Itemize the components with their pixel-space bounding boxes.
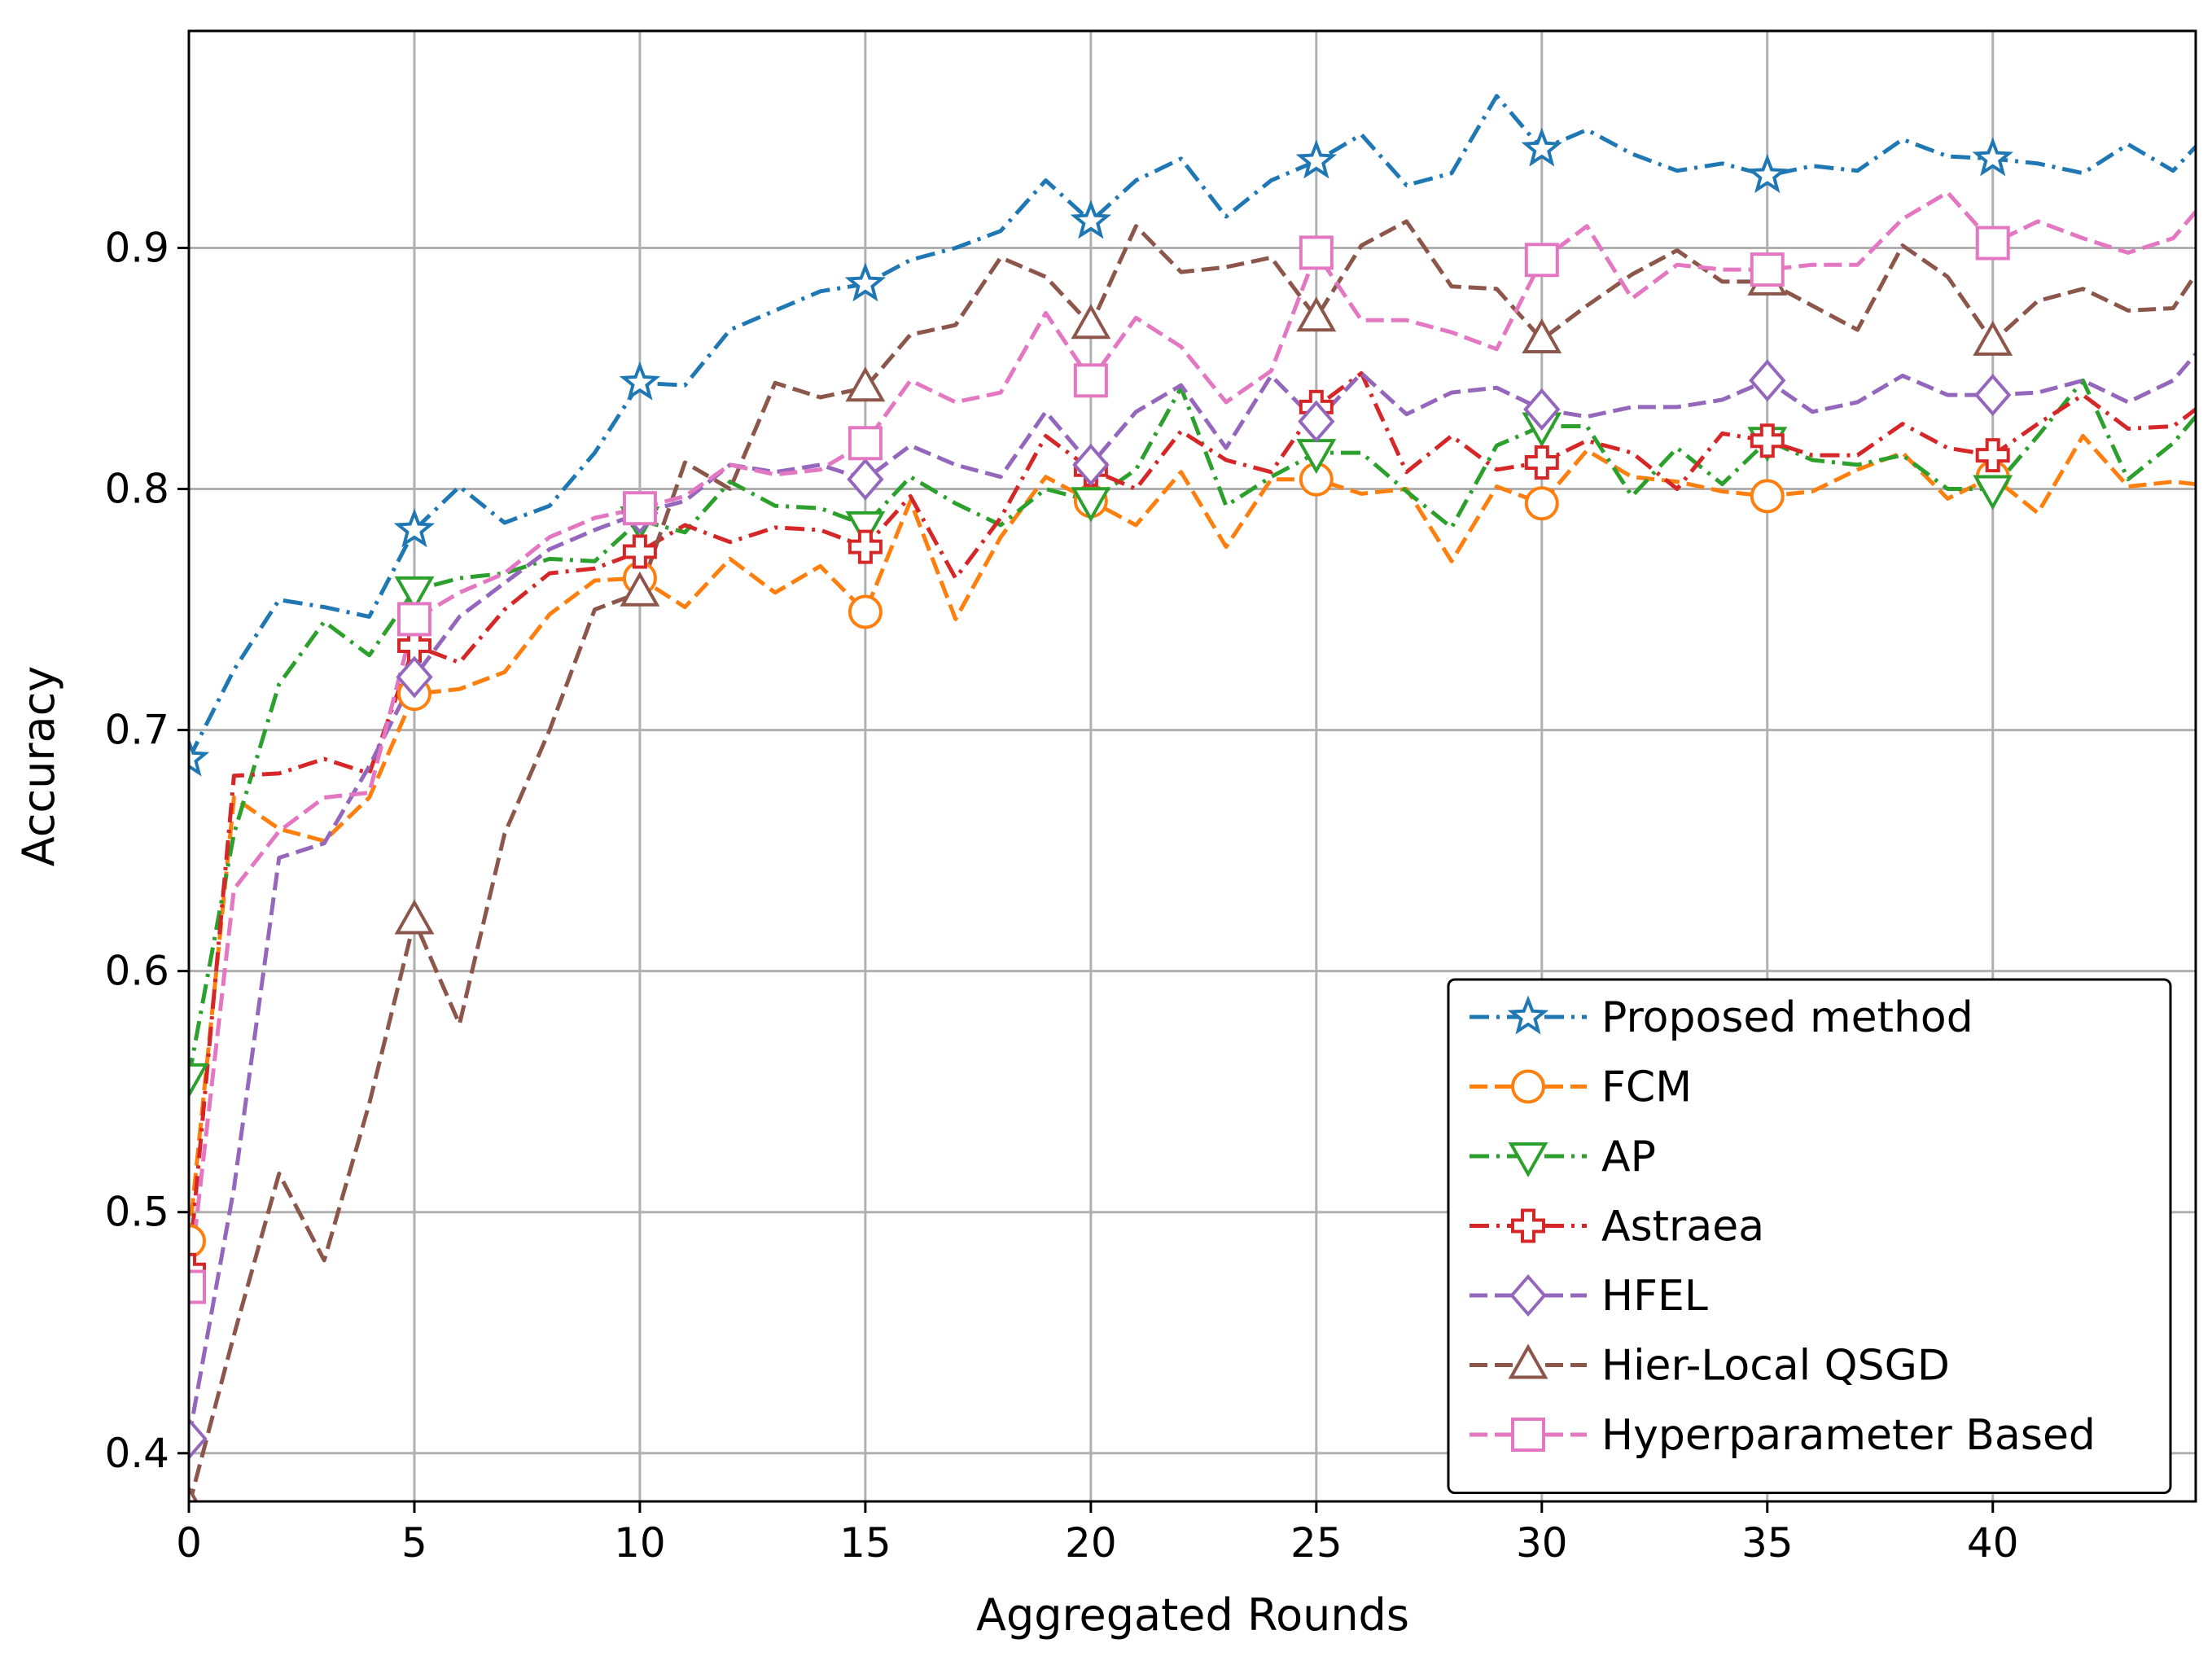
data-point-ap	[394, 576, 435, 611]
data-point-proposed-method	[619, 361, 661, 401]
series-line-hyperparameter-based	[189, 190, 2196, 1287]
data-point-proposed-method	[1295, 139, 1338, 179]
data-point-proposed-method	[1972, 137, 2013, 177]
data-point-hyperparameter-based	[622, 491, 657, 526]
y-tick-label: 0.6	[104, 948, 169, 995]
legend-marker	[1511, 1208, 1545, 1243]
data-point-hier-local-qsgd	[620, 571, 660, 607]
data-point-hfel	[1749, 359, 1786, 402]
data-point-hyperparameter-based	[396, 602, 431, 637]
data-point-hfel	[396, 655, 433, 699]
data-point-hier-local-qsgd	[189, 1484, 199, 1501]
data-point-hyperparameter-based	[848, 426, 883, 461]
series-line-hier-local-qsgd	[189, 219, 2196, 1501]
legend-marker	[1509, 1273, 1547, 1317]
data-point-fcm	[848, 594, 883, 629]
data-point-fcm	[1524, 486, 1559, 521]
legend-entry-label: Hier-Local QSGD	[1601, 1342, 1950, 1391]
data-point-ap	[189, 1063, 209, 1098]
x-tick-label: 0	[176, 1519, 202, 1567]
data-point-hier-local-qsgd	[1973, 320, 2013, 356]
data-point-proposed-method	[189, 737, 210, 777]
data-point-astraea	[848, 529, 883, 564]
data-point-ap	[1973, 475, 2013, 511]
x-tick-label: 35	[1741, 1519, 1794, 1567]
data-point-astraea	[397, 629, 431, 663]
y-axis: 0.4 0.5 0.6 0.7 0.8 0.9	[104, 224, 189, 1477]
legend-marker	[1511, 1069, 1545, 1104]
legend: Proposed method FCM AP Astraea HFEL Hier-Loca…	[1447, 978, 2172, 1494]
data-point-hier-local-qsgd	[394, 899, 435, 935]
data-point-astraea	[1975, 438, 2010, 473]
data-point-hfel	[1974, 374, 2012, 417]
x-tick-label: 20	[1065, 1519, 1117, 1567]
data-point-hfel	[189, 1417, 208, 1461]
data-point-astraea	[1524, 445, 1559, 480]
series-line-proposed-method	[189, 94, 2196, 760]
legend-marker	[1511, 1418, 1545, 1452]
legend-marker	[1507, 995, 1549, 1035]
series-line-astraea	[189, 370, 2196, 1271]
data-point-proposed-method	[1070, 199, 1112, 239]
x-tick-label: 40	[1967, 1519, 2019, 1567]
data-point-hier-local-qsgd	[845, 366, 886, 402]
x-axis: 0 5 10 15 20 25 30 35 40	[176, 1501, 2019, 1567]
series-group	[189, 94, 2196, 1501]
y-tick-label: 0.7	[104, 707, 169, 754]
data-point-hyperparameter-based	[1299, 235, 1334, 270]
legend-entry-label: AP	[1601, 1133, 1656, 1181]
x-tick-label: 5	[401, 1519, 427, 1567]
legend-entry-label: HFEL	[1601, 1272, 1708, 1321]
data-point-hfel	[847, 458, 884, 501]
data-point-hfel	[1523, 388, 1561, 431]
data-point-astraea	[622, 534, 657, 569]
data-point-proposed-method	[1746, 154, 1789, 194]
data-point-hfel	[1298, 400, 1335, 443]
data-point-proposed-method	[1521, 127, 1563, 167]
legend-entry-label: FCM	[1601, 1063, 1692, 1112]
y-tick-label: 0.4	[104, 1430, 169, 1477]
data-point-fcm	[1750, 479, 1785, 514]
series-line-ap	[189, 378, 2196, 1078]
data-point-hier-local-qsgd	[1071, 304, 1111, 340]
x-tick-label: 25	[1290, 1519, 1343, 1567]
data-point-ap	[1071, 487, 1111, 523]
x-axis-title: Aggregated Rounds	[976, 1589, 1409, 1641]
legend-entry-label: Hyperparameter Based	[1601, 1411, 2096, 1460]
data-point-astraea	[1750, 423, 1785, 458]
y-tick-label: 0.8	[104, 466, 169, 513]
data-point-hyperparameter-based	[1073, 363, 1108, 398]
data-point-hyperparameter-based	[1975, 226, 2010, 261]
data-point-ap	[845, 511, 886, 546]
data-point-hyperparameter-based	[1524, 243, 1559, 278]
data-point-fcm	[189, 1224, 206, 1259]
marker-group	[189, 127, 2013, 1501]
data-point-hyperparameter-based	[1750, 252, 1785, 287]
legend-marker	[1508, 1343, 1548, 1379]
data-point-hyperparameter-based	[189, 1269, 206, 1304]
y-tick-label: 0.5	[104, 1189, 169, 1236]
x-tick-label: 10	[614, 1519, 666, 1567]
legend-entry-label: Astraea	[1601, 1203, 1764, 1251]
data-point-hier-local-qsgd	[1296, 296, 1337, 332]
data-point-hfel	[1072, 443, 1110, 486]
legend-marker	[1508, 1142, 1548, 1178]
data-point-proposed-method	[844, 262, 887, 302]
legend-entry-label: Proposed method	[1601, 993, 1973, 1042]
legend-box	[1447, 978, 2172, 1494]
y-axis-title: Accuracy	[13, 666, 64, 867]
data-point-hier-local-qsgd	[1522, 318, 1562, 353]
series-line-hfel	[189, 353, 2196, 1440]
plot-frame	[187, 29, 2197, 1503]
y-tick-label: 0.9	[104, 224, 169, 271]
x-tick-label: 15	[839, 1519, 891, 1567]
x-tick-label: 30	[1516, 1519, 1568, 1567]
data-point-proposed-method	[393, 508, 436, 548]
